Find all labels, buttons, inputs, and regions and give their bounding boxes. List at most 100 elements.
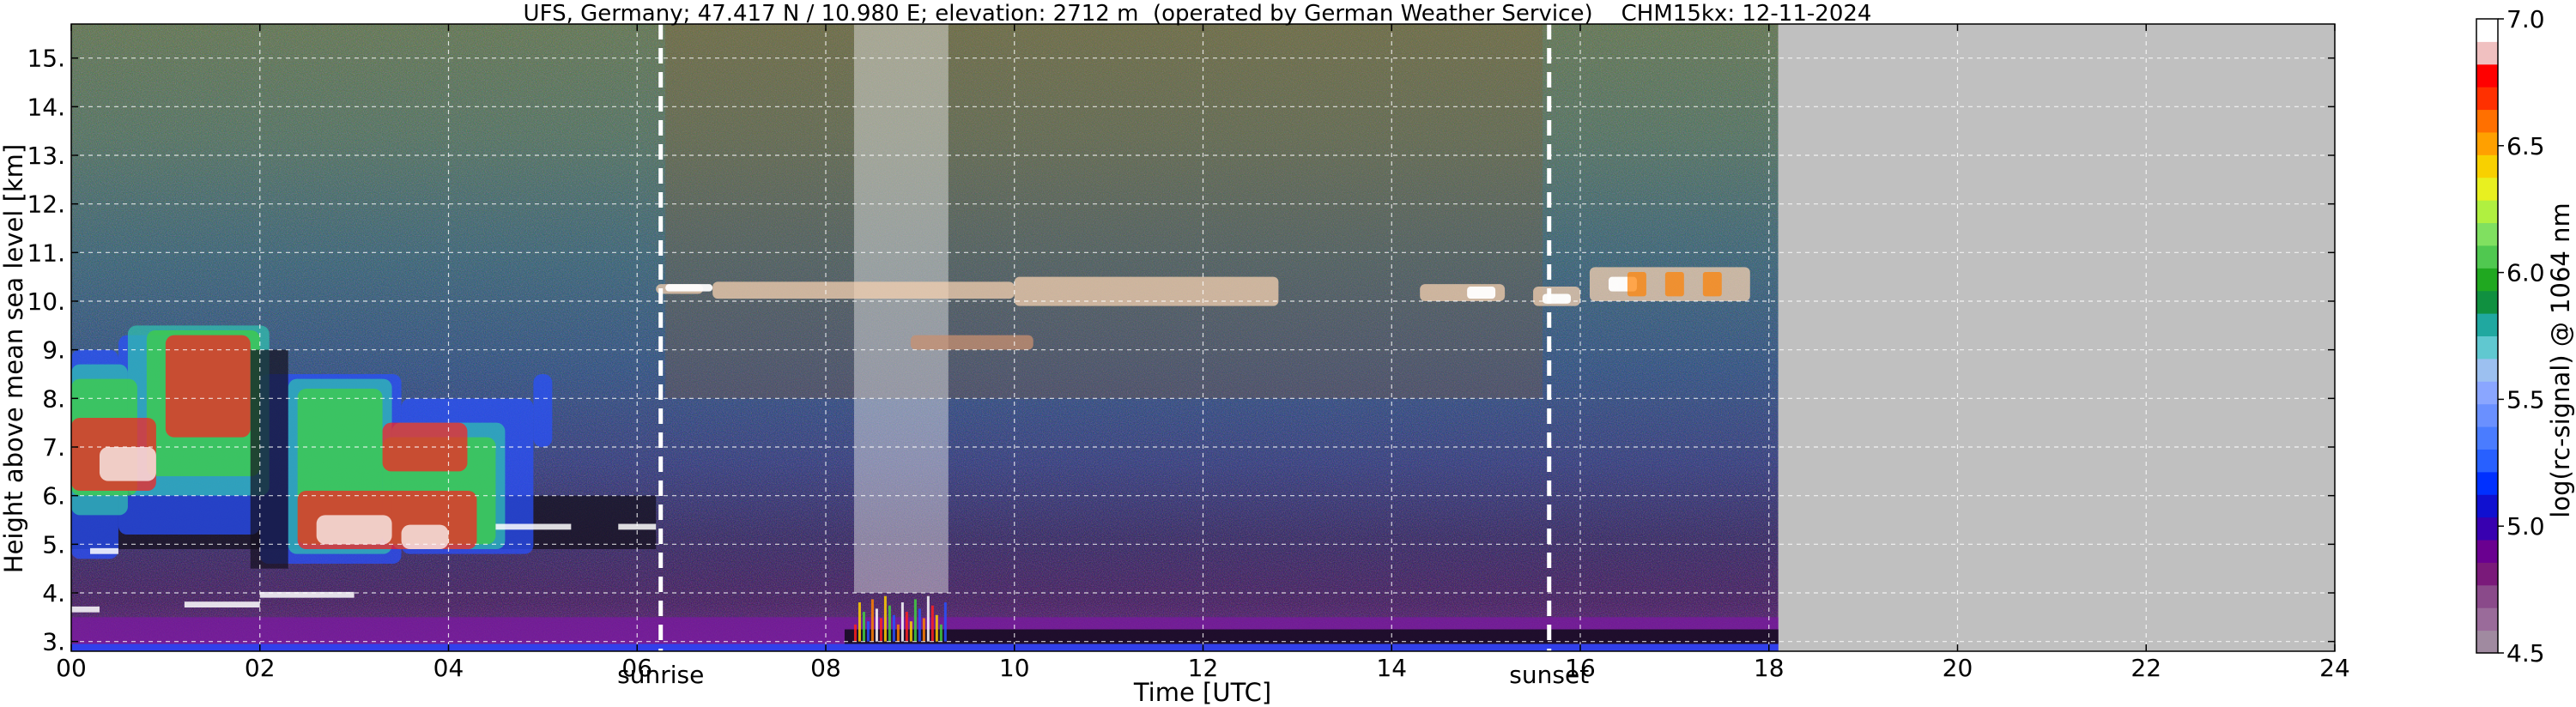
- y-tick-label: 9.: [42, 336, 65, 365]
- x-tick-label: 22: [2131, 654, 2161, 682]
- chart-title: UFS, Germany; 47.417 N / 10.980 E; eleva…: [524, 1, 1872, 27]
- y-tick-label: 15.: [27, 45, 65, 73]
- colorbar-tick-label: 5.5: [2506, 385, 2545, 414]
- x-tick-label: 02: [245, 654, 276, 682]
- aerosol-speck: [495, 523, 572, 530]
- colorbar-segment: [2476, 41, 2498, 65]
- colorbar-segment: [2476, 200, 2498, 224]
- cloud-gap: [250, 349, 288, 569]
- colorbar-segment: [2476, 19, 2498, 42]
- x-tick-label: 04: [433, 654, 464, 682]
- fog-spike: [875, 608, 878, 642]
- y-tick-label: 6.: [42, 482, 65, 511]
- aerosol-speck: [259, 591, 355, 598]
- x-tick-label: 08: [810, 654, 841, 682]
- colorbar-segment: [2476, 245, 2498, 269]
- fog-spike: [866, 621, 870, 642]
- cloud-patch: [401, 524, 449, 549]
- cirrus-patch: [712, 281, 1015, 299]
- cloud-patch: [165, 335, 251, 438]
- y-tick-label: 4.: [42, 579, 65, 607]
- fog-spike: [888, 605, 891, 642]
- y-tick-label: 7.: [42, 433, 65, 462]
- cirrus-core: [665, 284, 713, 292]
- x-tick-label: 12: [1188, 654, 1219, 682]
- fog-spike: [892, 614, 895, 642]
- fog-spike: [853, 624, 857, 642]
- x-axis-label: Time [UTC]: [1133, 678, 1271, 707]
- y-tick-label: 10.: [27, 287, 65, 316]
- aerosol-speck: [71, 606, 100, 613]
- fog-spike: [905, 612, 908, 642]
- cirrus-orange: [1664, 272, 1684, 297]
- colorbar-segment: [2476, 584, 2498, 608]
- no-data-region: [1778, 24, 2335, 651]
- y-tick-label: 8.: [42, 384, 65, 413]
- fog-spike: [900, 602, 904, 642]
- colorbar-tick-label: 6.5: [2506, 132, 2545, 160]
- x-tick-label: 10: [999, 654, 1030, 682]
- colorbar-segment: [2476, 494, 2498, 518]
- x-tick-label: 18: [1754, 654, 1785, 682]
- colorbar-segment: [2476, 358, 2498, 382]
- colorbar-tick-label: 4.5: [2506, 639, 2545, 668]
- colorbar-segment: [2476, 426, 2498, 450]
- fog-spike: [896, 624, 900, 642]
- fog-spike: [858, 602, 861, 642]
- fog-spike: [879, 618, 882, 642]
- y-tick-label: 3.: [42, 628, 65, 656]
- daylight-background: [665, 24, 1543, 399]
- cirrus-orange: [1702, 272, 1722, 297]
- y-tick-label: 11.: [27, 239, 65, 267]
- y-axis-label: Height above mean sea level [km]: [0, 144, 28, 573]
- x-tick-label: 00: [56, 654, 87, 682]
- cirrus-patch: [910, 335, 1033, 350]
- fog-spike: [913, 599, 917, 642]
- cloud-patch: [316, 515, 392, 545]
- colorbar-segment: [2476, 87, 2498, 111]
- fog-spike: [935, 614, 938, 642]
- colorbar-segment: [2476, 381, 2498, 405]
- colorbar-segment: [2476, 517, 2498, 541]
- ground-layer: [71, 644, 1779, 651]
- fog-spike: [883, 595, 887, 642]
- colorbar-segment: [2476, 222, 2498, 246]
- colorbar-label: log(rc-signal) @ 1064 nm: [2546, 202, 2575, 517]
- noise-column: [853, 24, 949, 593]
- fog-spike: [870, 599, 874, 642]
- colorbar-segment: [2476, 131, 2498, 155]
- x-tick-label: 20: [1943, 654, 1973, 682]
- colorbar-segment: [2476, 540, 2498, 563]
- y-tick-label: 5.: [42, 530, 65, 559]
- colorbar-segment: [2476, 630, 2498, 654]
- sunrise-label: sunrise: [617, 661, 704, 689]
- colorbar-segment: [2476, 63, 2498, 88]
- fog-spike: [943, 602, 947, 642]
- cloud-patch: [533, 374, 553, 447]
- colorbar-segment: [2476, 607, 2498, 631]
- fog-spike: [909, 621, 912, 642]
- y-tick-label: 12.: [27, 190, 65, 219]
- cirrus-patch: [1014, 276, 1279, 306]
- y-tick-label: 14.: [27, 93, 65, 121]
- y-tick-label: 13.: [27, 142, 65, 170]
- colorbar-segment: [2476, 313, 2498, 336]
- aerosol-speck: [184, 601, 260, 607]
- colorbar-frame: [2476, 18, 2499, 654]
- colorbar-segment: [2476, 335, 2498, 360]
- fog-spike: [862, 612, 865, 642]
- x-tick-label: 24: [2319, 654, 2350, 682]
- colorbar-segment: [2476, 471, 2498, 495]
- colorbar-segment: [2476, 177, 2498, 201]
- colorbar-segment: [2476, 154, 2498, 178]
- x-tick-label: 14: [1376, 654, 1407, 682]
- x-tick-label: 16: [1565, 654, 1596, 682]
- cloud-patch: [99, 447, 156, 481]
- low-dark-layer: [844, 629, 1779, 644]
- colorbar-segment: [2476, 268, 2498, 292]
- sunset-label: sunset: [1509, 661, 1589, 689]
- fog-spike: [922, 618, 925, 642]
- aerosol-speck: [89, 547, 118, 554]
- colorbar-segment: [2476, 290, 2498, 314]
